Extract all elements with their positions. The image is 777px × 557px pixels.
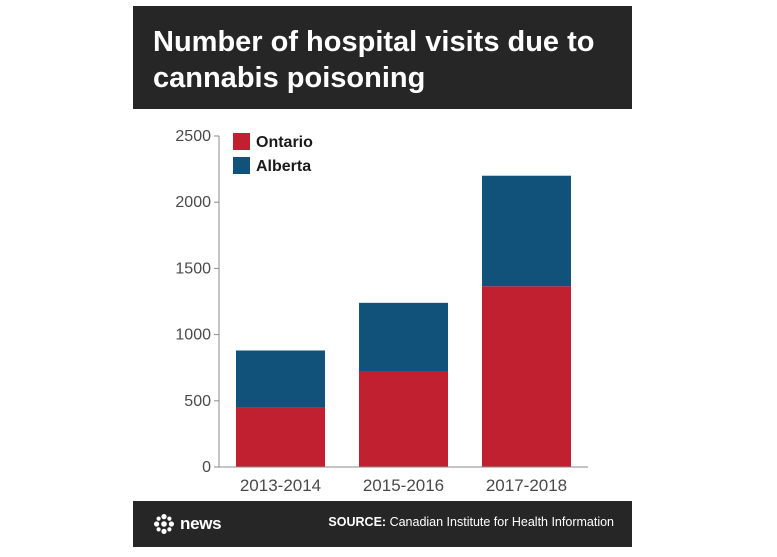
- source-label: SOURCE:: [328, 515, 387, 529]
- source-text: Canadian Institute for Health Informatio…: [389, 515, 614, 529]
- infographic-card: Number of hospital visits due to cannabi…: [133, 6, 632, 547]
- legend-label-ontario: Ontario: [256, 134, 313, 151]
- y-tick-label: 2000: [175, 194, 211, 211]
- y-tick-label: 0: [202, 459, 211, 476]
- legend-label-alberta: Alberta: [256, 158, 311, 175]
- bar-ontario-2015-2016: [359, 371, 448, 467]
- y-axis: 0 500 1000 1500 2000 2500: [175, 128, 220, 476]
- cbc-gem-icon: [154, 514, 174, 534]
- chart-area: 0 500 1000 1500 2000 2500 2013-2014 2015-2016 2…: [133, 109, 632, 501]
- title-bar: Number of hospital visits due to cannabi…: [133, 6, 632, 109]
- bar-alberta-2015-2016: [359, 302, 448, 372]
- legend-swatch-ontario: [233, 133, 250, 150]
- legend-swatch-alberta: [233, 157, 250, 174]
- chart-title: Number of hospital visits due to cannabi…: [153, 26, 595, 94]
- bar-ontario-2013-2014: [236, 407, 325, 467]
- bar-alberta-2013-2014: [236, 350, 325, 408]
- logo-text: news: [180, 514, 222, 533]
- bar-ontario-2017-2018: [482, 286, 571, 467]
- y-tick-label: 1500: [175, 260, 211, 277]
- source-credit: SOURCE: Canadian Institute for Health In…: [328, 515, 614, 529]
- y-tick-label: 1000: [175, 327, 211, 344]
- x-axis: 2013-2014 2015-2016 2017-2018: [219, 466, 588, 495]
- x-tick-label: 2013-2014: [240, 476, 321, 495]
- x-tick-label: 2015-2016: [363, 476, 444, 495]
- y-tick-label: 500: [184, 393, 211, 410]
- logo: news: [153, 513, 222, 535]
- footer-bar: news SOURCE: Canadian Institute for Heal…: [133, 501, 632, 547]
- bars: [236, 175, 571, 467]
- legend: Ontario Alberta: [233, 133, 313, 175]
- y-tick-label: 2500: [175, 128, 211, 145]
- x-tick-label: 2017-2018: [486, 476, 567, 495]
- bar-alberta-2017-2018: [482, 175, 571, 287]
